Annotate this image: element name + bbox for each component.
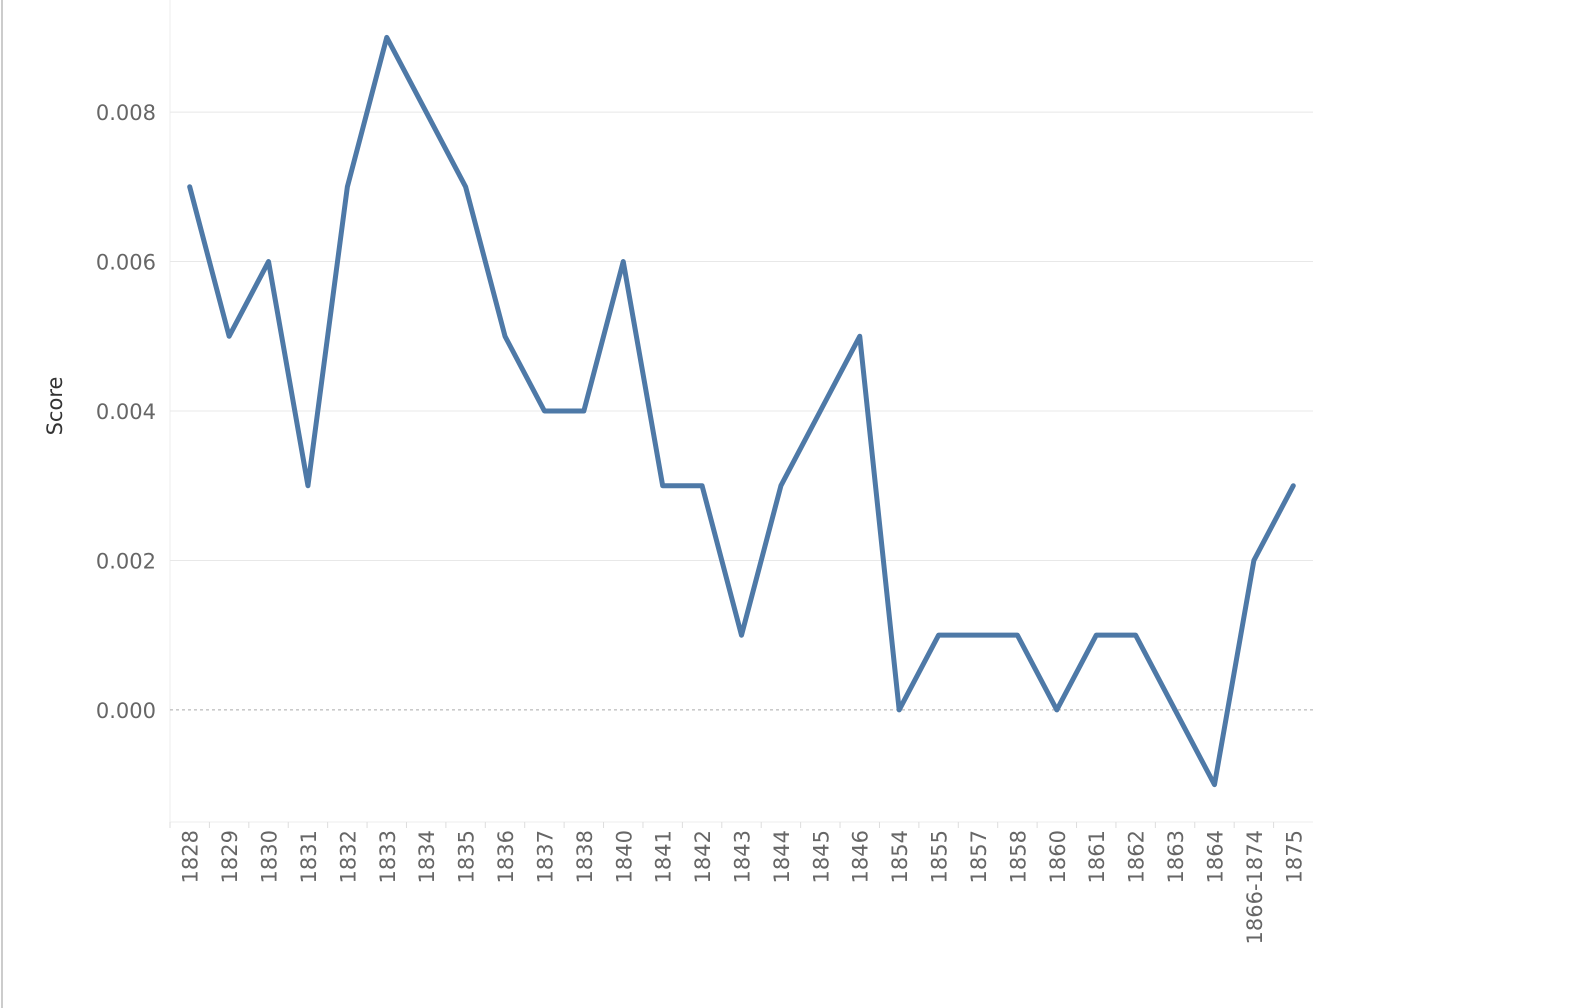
x-tick-label: 1828: [179, 830, 203, 883]
y-axis-title: Score: [43, 377, 67, 436]
x-tick-label: 1857: [967, 830, 991, 883]
y-tick-label: 0.006: [96, 251, 156, 275]
y-tick-label: 0.002: [96, 549, 156, 573]
x-tick-label: 1860: [1046, 830, 1070, 883]
x-tick-label: 1843: [731, 830, 755, 883]
line-series: [187, 34, 1296, 788]
x-tick-label: 1855: [928, 830, 952, 883]
x-tick-label: 1864: [1203, 830, 1227, 883]
x-tick-label: 1862: [1125, 830, 1149, 883]
x-tick-label: 1854: [888, 830, 912, 883]
x-tick-label: 1861: [1085, 830, 1109, 883]
x-tick-label: 1834: [415, 830, 439, 883]
x-tick-label: 1831: [297, 830, 321, 883]
x-tick-label: 1835: [455, 830, 479, 883]
x-tick-label: 1866-1874: [1243, 830, 1267, 944]
x-tick-label: 1863: [1164, 830, 1188, 883]
x-tick-label: 1837: [533, 830, 557, 883]
x-tick-label: 1840: [612, 830, 636, 883]
x-tick-label: 1841: [652, 830, 676, 883]
x-tick-label: 1845: [809, 830, 833, 883]
x-tick-label: 1844: [770, 830, 794, 883]
x-tick-label: 1842: [691, 830, 715, 883]
x-tick-label: 1833: [376, 830, 400, 883]
y-tick-label: 0.004: [96, 400, 156, 424]
x-tick-label: 1829: [218, 830, 242, 883]
x-tick-label: 1875: [1282, 830, 1306, 883]
x-tick-label: 1832: [336, 830, 360, 883]
y-tick-label: 0.008: [96, 101, 156, 125]
x-tick-label: 1836: [494, 830, 518, 883]
x-tick-label: 1838: [573, 830, 597, 883]
y-tick-label: 0.000: [96, 699, 156, 723]
x-tick-label: 1830: [258, 830, 282, 883]
x-tick-label: 1846: [849, 830, 873, 883]
x-tick-label: 1858: [1006, 830, 1030, 883]
